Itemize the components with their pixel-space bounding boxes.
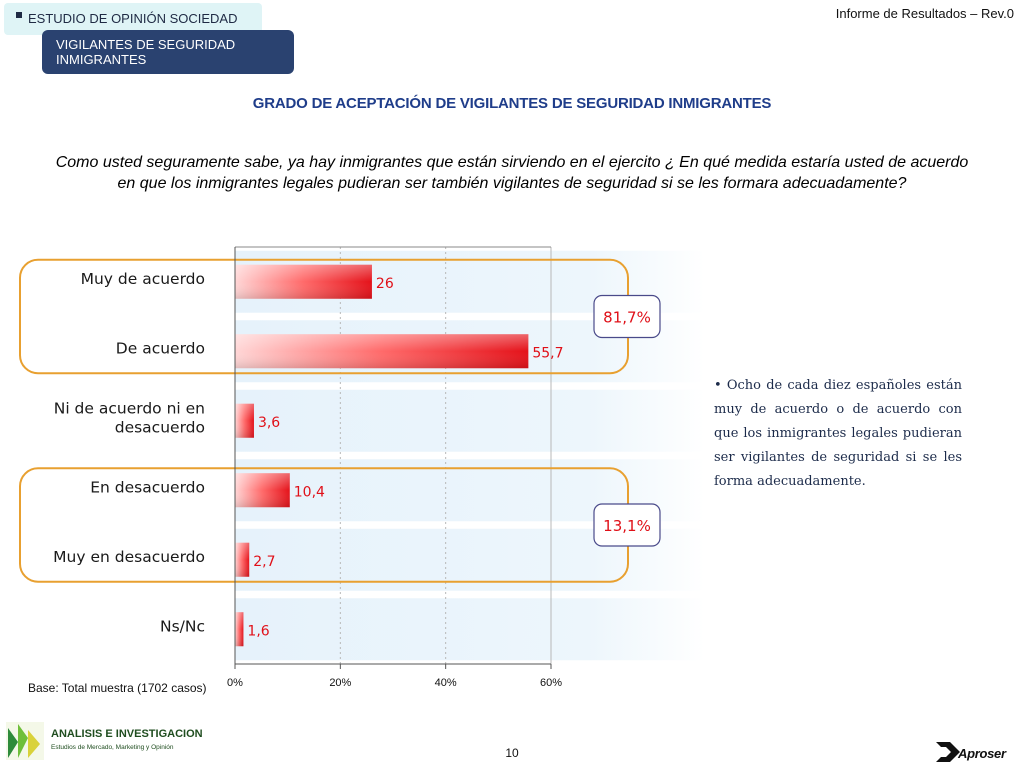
partner-logo-icon	[936, 742, 960, 762]
sample-base-note: Base: Total muestra (1702 casos)	[28, 681, 207, 695]
chart-title: GRADO DE ACEPTACIÓN DE VIGILANTES DE SEG…	[252, 95, 772, 112]
section-title-line2: INMIGRANTES	[56, 52, 147, 67]
bar-shade	[235, 542, 250, 577]
group-total-label: 13,1%	[603, 517, 651, 535]
x-tick-label: 0%	[227, 677, 243, 689]
group-total-badge	[593, 294, 661, 339]
company-logo-subtitle: Estudios de Mercado, Marketing y Opinión	[51, 744, 174, 751]
bar-value-label: 55,7	[532, 345, 563, 361]
section-title-line1: VIGILANTES DE SEGURIDAD	[56, 37, 236, 52]
bar-shade	[235, 264, 372, 299]
company-logo: ANALISIS E INVESTIGACION Estudios de Mer…	[6, 722, 203, 760]
report-revision: Informe de Resultados – Rev.0	[835, 6, 1014, 21]
bar-shade	[235, 334, 529, 369]
bar-value-label: 1,6	[247, 623, 269, 639]
category-label: Muy en desacuerdo	[53, 548, 205, 566]
bar-value-label: 26	[376, 276, 394, 292]
bar-value-label: 3,6	[258, 415, 280, 431]
category-label: Ni de acuerdo ni en	[54, 399, 205, 417]
page-number: 10	[505, 746, 519, 760]
row-band	[235, 389, 705, 452]
category-label: De acuerdo	[116, 339, 205, 357]
survey-question: Como usted seguramente sabe, ya hay inmi…	[20, 152, 1004, 194]
company-logo-icon	[6, 722, 44, 760]
bar-shade	[235, 403, 254, 438]
bar-shade	[235, 473, 290, 508]
section-title-box: VIGILANTES DE SEGURIDAD INMIGRANTES	[42, 30, 294, 74]
x-tick-label: 20%	[329, 677, 351, 689]
partner-logo-text: Aproser	[958, 746, 1006, 761]
category-label: Ns/Nc	[160, 617, 205, 635]
bar-shade	[235, 612, 244, 647]
category-label: Muy de acuerdo	[81, 270, 205, 288]
study-tag: ESTUDIO DE OPINIÓN SOCIEDAD	[4, 3, 262, 35]
company-logo-title: ANALISIS E INVESTIGACION	[51, 728, 203, 740]
bullet-icon	[16, 12, 22, 18]
category-label: desacuerdo	[115, 418, 205, 436]
insight-note: • Ocho de cada diez españoles están muy …	[714, 378, 962, 489]
x-tick-label: 40%	[435, 677, 457, 689]
partner-logo: Aproser	[936, 736, 1016, 766]
row-band	[235, 598, 705, 661]
x-tick-label: 60%	[540, 677, 562, 689]
group-total-badge	[593, 503, 661, 547]
bar-value-label: 2,7	[253, 554, 275, 570]
group-total-label: 81,7%	[603, 309, 651, 327]
study-tag-text: ESTUDIO DE OPINIÓN SOCIEDAD	[28, 11, 238, 26]
bar-value-label: 10,4	[294, 484, 325, 500]
question-line1: Como usted seguramente sabe, ya hay inmi…	[55, 154, 969, 171]
question-line2: en que los inmigrantes legales pudieran …	[117, 175, 907, 192]
category-label: En desacuerdo	[90, 478, 205, 496]
